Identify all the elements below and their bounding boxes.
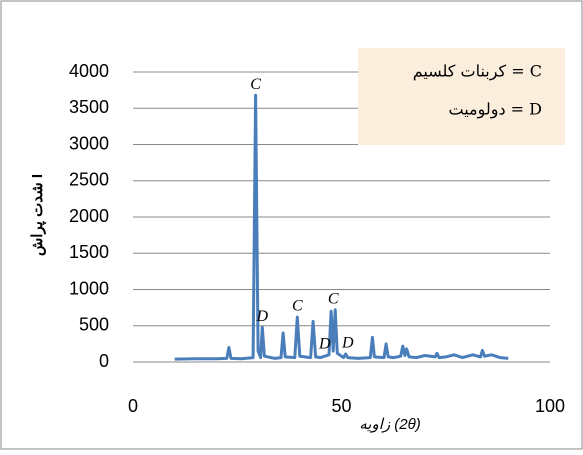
- peak-annotation: C: [292, 298, 303, 315]
- y-tick-label: 3500: [69, 97, 109, 117]
- y-tick-label: 500: [79, 315, 109, 335]
- y-axis-label: شدت پراش I: [29, 174, 47, 256]
- x-tick-label: 50: [331, 396, 351, 416]
- x-tick-label: 0: [128, 396, 138, 416]
- y-tick-label: 0: [99, 351, 109, 371]
- note-box: [358, 48, 565, 145]
- note-text: دولومیت = D: [448, 100, 542, 119]
- y-tick-label: 1500: [69, 242, 109, 262]
- y-tick-label: 3000: [69, 133, 109, 153]
- y-tick-label: 2000: [69, 206, 109, 226]
- peak-annotation: D: [341, 335, 354, 352]
- peak-annotation: C: [250, 76, 261, 93]
- y-tick-label: 2500: [69, 170, 109, 190]
- data-line: [174, 93, 509, 361]
- peak-annotation: C: [328, 290, 339, 307]
- y-tick-label: 1000: [69, 278, 109, 298]
- peak-annotation: D: [318, 335, 331, 352]
- x-tick-label: 100: [535, 396, 565, 416]
- peak-annotation: D: [255, 308, 268, 325]
- note-text: کربنات کلسیم = C: [413, 62, 542, 81]
- x-axis-label: زاویه (2θ): [359, 416, 421, 433]
- y-tick-label: 4000: [69, 61, 109, 81]
